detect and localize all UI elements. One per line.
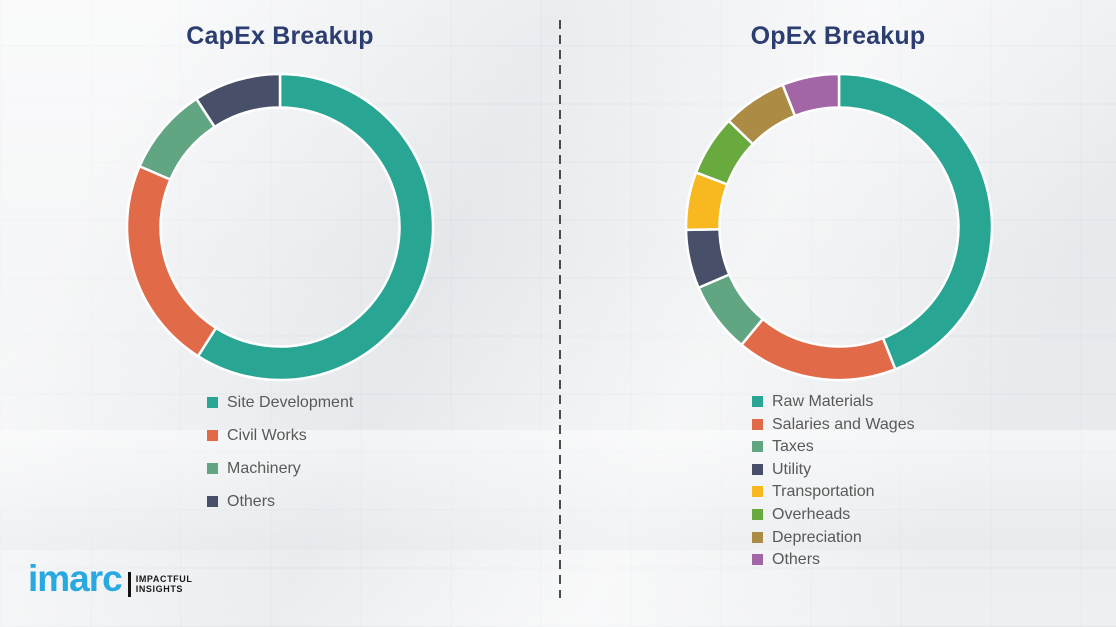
- imarc-tagline-line1: IMPACTFUL: [135, 573, 193, 584]
- opex-title: OpEx Breakup: [750, 22, 926, 50]
- legend-item-depreciation: Depreciation: [752, 528, 915, 547]
- legend-label: Depreciation: [772, 528, 862, 546]
- legend-item-utility: Utility: [752, 460, 915, 479]
- imarc-logo-divider-bar: [127, 571, 131, 597]
- legend-item-others: Others: [207, 492, 353, 511]
- imarc-logo-wordmark: imarc: [28, 558, 123, 599]
- legend-swatch-taxes: [752, 441, 763, 453]
- legend-label: Site Development: [227, 394, 354, 411]
- legend-item-taxes: Taxes: [752, 437, 915, 456]
- legend-label: Overheads: [772, 505, 851, 523]
- donut-segment-salaries-and-wages: [740, 317, 897, 382]
- legend-label: Taxes: [772, 438, 814, 456]
- legend-label: Salaries and Wages: [772, 415, 915, 433]
- legend-label: Utility: [772, 460, 812, 478]
- legend-item-civil-works: Civil Works: [207, 426, 353, 445]
- legend-item-overheads: Overheads: [752, 505, 915, 524]
- legend-label: Raw Materials: [772, 393, 874, 410]
- legend-item-machinery: Machinery: [207, 459, 353, 478]
- legend-swatch-overheads: [752, 508, 763, 520]
- donut-segment-others: [195, 72, 282, 129]
- imarc-tagline-line2: INSIGHTS: [135, 584, 184, 594]
- opex-legend: Raw Materials Salaries and Wages Taxes Util…: [752, 392, 915, 573]
- legend-item-site-development: Site Development: [207, 393, 353, 412]
- legend-swatch-others: [207, 496, 218, 507]
- legend-item-transportation: Transportation: [752, 482, 915, 501]
- donut-segment-raw-materials: [837, 72, 994, 371]
- legend-swatch-utility: [752, 463, 763, 475]
- legend-swatch-salaries-and-wages: [752, 418, 763, 430]
- legend-item-raw-materials: Raw Materials: [752, 392, 915, 411]
- imarc-logo: imarc IMPACTFUL INSIGHTS: [28, 555, 192, 603]
- donut-segment-others: [781, 72, 841, 118]
- legend-item-salaries-and-wages: Salaries and Wages: [752, 415, 915, 434]
- legend-label: Civil Works: [227, 427, 307, 444]
- legend-label: Others: [772, 551, 821, 569]
- legend-swatch-raw-materials: [752, 396, 763, 407]
- legend-label: Others: [227, 493, 276, 510]
- donut-segment-site-development: [196, 72, 435, 382]
- legend-swatch-machinery: [207, 463, 218, 474]
- capex-legend: Site Development Civil Works Machinery Othe…: [207, 393, 353, 525]
- imarc-logo-tagline: IMPACTFUL INSIGHTS: [136, 574, 193, 595]
- legend-label: Machinery: [227, 460, 301, 477]
- legend-swatch-others: [752, 554, 763, 566]
- capex-title: CapEx Breakup: [186, 22, 374, 50]
- opex-donut-chart: [684, 72, 994, 382]
- dashed-divider: [559, 20, 561, 598]
- capex-donut-chart: [125, 72, 435, 382]
- donut-segment-civil-works: [125, 164, 218, 358]
- legend-swatch-depreciation: [752, 531, 763, 543]
- legend-item-others: Others: [752, 550, 915, 569]
- legend-swatch-site-development: [207, 397, 218, 408]
- legend-swatch-civil-works: [207, 430, 218, 441]
- legend-label: Transportation: [772, 483, 875, 501]
- legend-swatch-transportation: [752, 486, 763, 498]
